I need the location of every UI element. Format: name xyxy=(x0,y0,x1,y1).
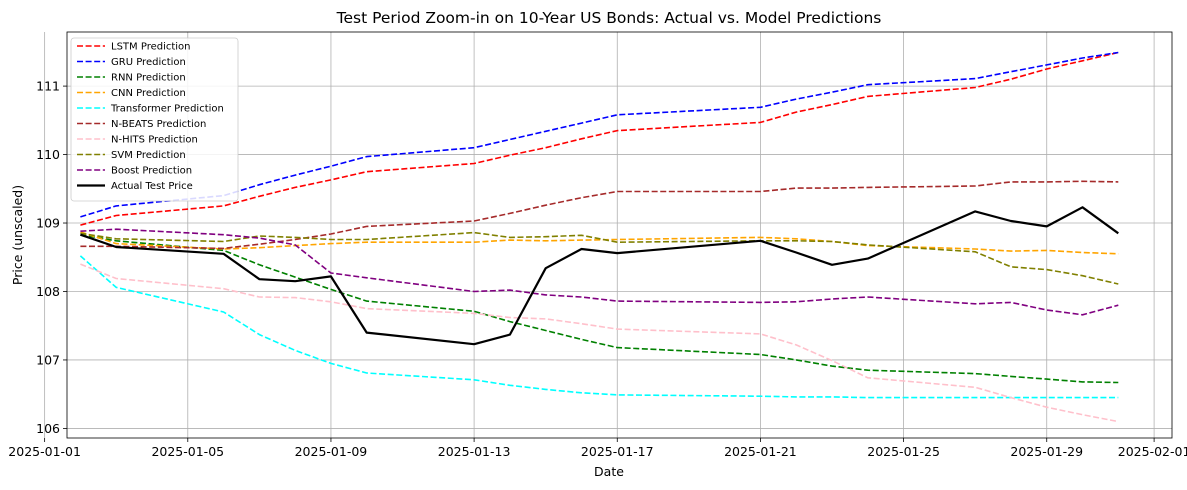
x-tick-label: 2025-01-09 xyxy=(295,444,368,459)
legend-label: CNN Prediction xyxy=(111,88,186,99)
y-tick-label: 107 xyxy=(36,352,60,367)
series-line-lstm-prediction xyxy=(80,51,1119,226)
y-tick-label: 110 xyxy=(36,147,60,162)
series-line-transformer-prediction xyxy=(79,255,1119,399)
x-axis: 2025-01-01 2025-01-05 2025-01-09 2025-01-13… xyxy=(8,438,1187,459)
legend-label: LSTM Prediction xyxy=(111,42,191,53)
legend-label: Transformer Prediction xyxy=(110,104,224,115)
series-line-gru-prediction xyxy=(80,51,1119,218)
x-tick-label: 2025-01-01 xyxy=(8,444,81,459)
y-axis: 106 107 108 109 110 111 xyxy=(36,79,67,436)
series-line-n-hits-prediction xyxy=(80,263,1119,423)
x-tick-label: 2025-01-21 xyxy=(724,444,797,459)
x-tick-label: 2025-01-29 xyxy=(1010,444,1083,459)
x-tick-label: 2025-01-13 xyxy=(438,444,511,459)
x-tick-label: 2025-01-25 xyxy=(867,444,940,459)
legend-label: Boost Prediction xyxy=(111,166,192,177)
series-line-cnn-prediction xyxy=(80,231,1119,255)
y-tick-label: 109 xyxy=(36,216,60,231)
series-layer xyxy=(79,51,1119,423)
x-tick-label: 2025-01-05 xyxy=(151,444,224,459)
y-tick-label: 108 xyxy=(36,284,60,299)
legend-label: Actual Test Price xyxy=(111,181,193,192)
plot-frame xyxy=(66,31,1173,439)
x-tick-label: 2025-01-17 xyxy=(581,444,654,459)
grid xyxy=(44,32,1172,438)
series-line-n-beats-prediction xyxy=(80,180,1119,250)
legend-label: N-HITS Prediction xyxy=(111,135,198,146)
series-line-actual-test-price xyxy=(80,206,1119,346)
x-axis-label: Date xyxy=(594,464,624,479)
legend-frame xyxy=(70,37,239,202)
legend-label: GRU Prediction xyxy=(111,57,186,68)
series-line-boost-prediction xyxy=(80,228,1119,316)
chart-title: Test Period Zoom-in on 10-Year US Bonds:… xyxy=(336,9,882,27)
y-tick-label: 111 xyxy=(36,79,60,94)
legend: LSTM Prediction GRU Prediction RNN Predict… xyxy=(70,37,239,202)
y-tick-label: 106 xyxy=(36,421,60,436)
x-tick-label: 2025-02-01 xyxy=(1118,444,1187,459)
y-axis-label: Price (unscaled) xyxy=(10,185,25,285)
legend-label: N-BEATS Prediction xyxy=(111,119,206,130)
legend-label: RNN Prediction xyxy=(111,73,186,84)
legend-label: SVM Prediction xyxy=(111,150,186,161)
series-line-svm-prediction xyxy=(80,231,1119,285)
